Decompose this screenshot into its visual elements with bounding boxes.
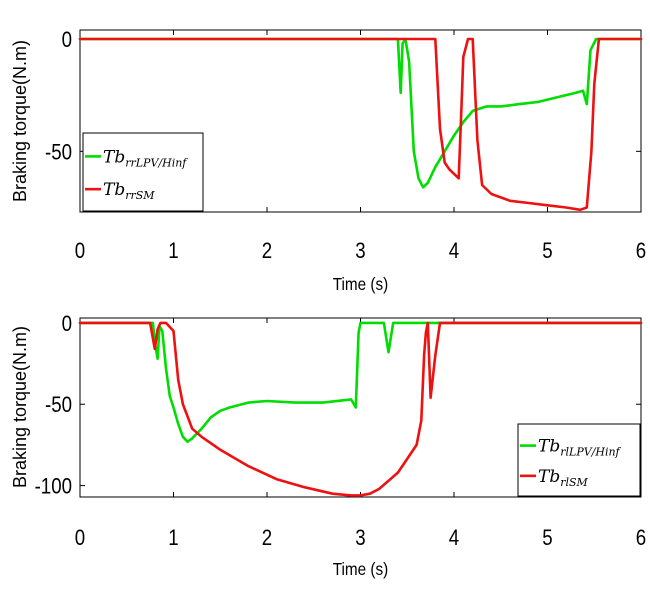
legend-entry: TbrrSM (103, 180, 155, 202)
x-tick-label: 2 (262, 527, 272, 551)
x-tick-label: 3 (355, 240, 365, 264)
y-tick-label: -50 (45, 141, 72, 165)
y-tick-label: -100 (35, 475, 72, 499)
series-line-rrsm (78, 37, 643, 212)
x-tick-label: 0 (75, 527, 85, 551)
legend: TbrrLPV/Hinf TbrrSM (82, 132, 204, 212)
y-axis-label: Braking torque(N.m) (10, 40, 30, 202)
y-tick-label: 0 (62, 313, 72, 337)
legend-entry: TbrlSM (538, 467, 589, 489)
x-tick-label: 1 (168, 527, 178, 551)
x-tick-label: 3 (355, 527, 365, 551)
x-tick-label: 2 (262, 240, 272, 264)
series-line-rllpvhinf (78, 321, 643, 443)
x-tick-label: 4 (449, 240, 459, 264)
chart-1: 0 1 2 3 4 5 6 0 -50 Time (s) Braking torque(N.m) Tb… (10, 29, 646, 295)
x-tick-label: 4 (449, 527, 459, 551)
x-tick-label: 6 (636, 240, 646, 264)
legend: TbrlLPV/Hinf TbrlSM (517, 423, 641, 497)
x-axis-label: Time (s) (333, 274, 388, 294)
series-line-rrlpvhinf (78, 37, 643, 189)
legend-box (517, 423, 641, 497)
x-tick-label: 5 (542, 527, 552, 551)
legend-entry: TbrrLPV/Hinf (103, 147, 188, 169)
y-axis-label: Braking torque(N.m) (10, 326, 30, 488)
legend-entry: TbrlLPV/Hinf (538, 437, 622, 459)
y-tick-label: -50 (45, 394, 72, 418)
y-tick-label: 0 (62, 29, 72, 53)
chart-2: 0 1 2 3 4 5 6 0 -50 -100 Time (s) Braking torque(N.… (10, 313, 646, 580)
x-tick-label: 1 (168, 240, 178, 264)
series-line-rlsm (78, 321, 643, 497)
x-tick-label: 0 (75, 240, 85, 264)
legend-box (82, 132, 204, 212)
x-tick-label: 6 (636, 527, 646, 551)
x-tick-label: 5 (542, 240, 552, 264)
x-axis-label: Time (s) (333, 559, 388, 579)
